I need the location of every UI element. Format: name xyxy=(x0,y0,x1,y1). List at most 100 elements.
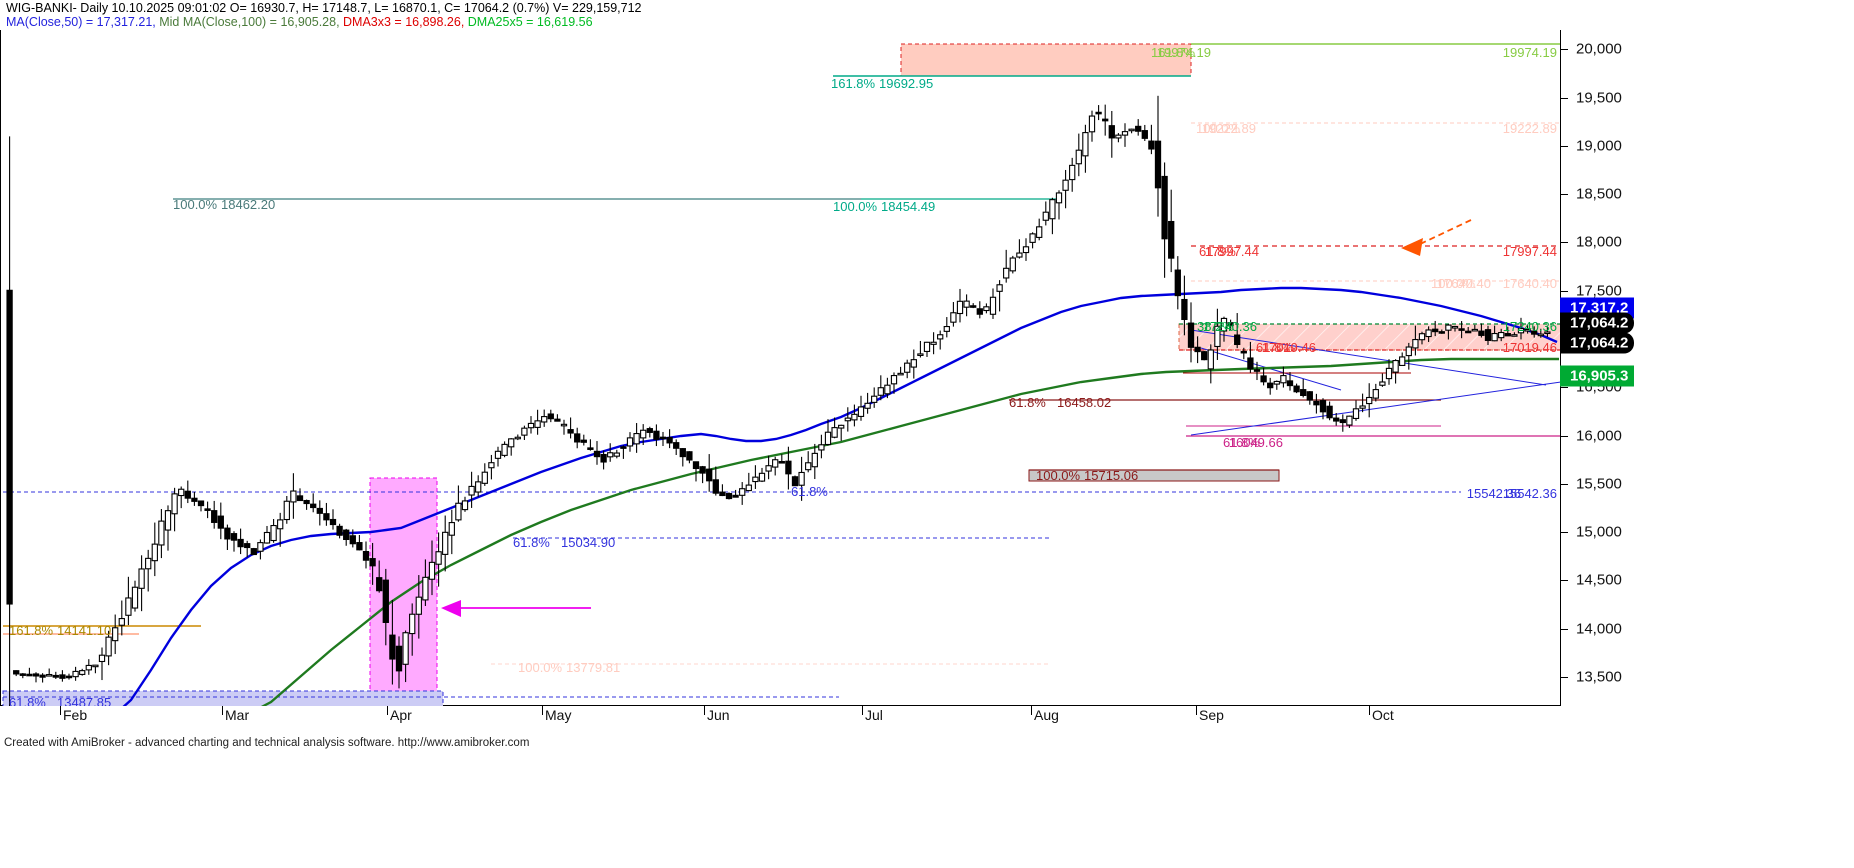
candle-down xyxy=(646,428,653,433)
candle-up xyxy=(917,353,924,356)
candle-up xyxy=(1121,131,1129,136)
candle-up xyxy=(1062,179,1069,191)
fib-value-label-a12: 15715.06 xyxy=(1084,468,1138,483)
candle-down xyxy=(1465,330,1472,334)
ma50-legend: MA(Close,50) = 17,317.21, xyxy=(6,15,156,29)
candle-down xyxy=(296,495,304,502)
candle-down xyxy=(217,515,224,529)
candle-up xyxy=(626,437,634,447)
candle-down xyxy=(1194,346,1201,353)
quote-summary: WIG-BANKI- Daily 10.10.2025 09:01:02 O= … xyxy=(6,1,642,15)
candle-up xyxy=(158,520,165,546)
candle-down xyxy=(1333,417,1340,422)
mid-ma100-legend: Mid MA(Close,100) = 16,905.28, xyxy=(159,15,340,29)
candle-up xyxy=(475,481,482,493)
candle-up xyxy=(1412,339,1419,349)
candle-up xyxy=(527,422,535,429)
date-axis[interactable]: Feb Mar Apr May Jun Jul Aug Sep Oct xyxy=(0,706,1560,730)
candle-down xyxy=(1300,389,1307,396)
candle-down xyxy=(732,494,739,498)
candle-down xyxy=(197,500,205,507)
fib-pct-label-a09: 61.8% xyxy=(1256,340,1293,355)
candle-down xyxy=(580,439,587,443)
candle-up xyxy=(739,488,746,496)
close-price-marker-b[interactable]: 17,064.2 xyxy=(1560,332,1635,354)
candle-up xyxy=(98,654,106,663)
candle-up xyxy=(171,493,178,515)
candle-up xyxy=(1022,246,1030,254)
candle-up xyxy=(818,444,825,451)
candle-up xyxy=(105,636,112,657)
fib-value-label-a08: 17240.36 xyxy=(1203,319,1257,334)
candle-down xyxy=(1102,118,1109,122)
x-axis-label: Feb xyxy=(63,707,88,723)
candle-up xyxy=(118,618,125,626)
axis-value-label-3: 17640.40 xyxy=(1503,276,1557,291)
midma-price-marker[interactable]: 16,905.3 xyxy=(1560,365,1635,387)
fib-zone-bottom xyxy=(2,690,444,706)
candle-up xyxy=(877,387,884,396)
fib-pct-label-a07: 100.0% xyxy=(1431,276,1476,291)
y-axis-label: 17,500 xyxy=(1576,282,1622,300)
candle-down xyxy=(1306,391,1313,401)
candle-up xyxy=(805,462,812,471)
candle-down xyxy=(1438,331,1445,334)
candle-down xyxy=(970,305,977,308)
fib-pct-label-a04: 100.0% xyxy=(173,197,218,212)
price-axis[interactable]: 20,000 19,500 19,000 18,500 18,000 17,500 17,0… xyxy=(1560,30,1854,706)
candle-down xyxy=(976,308,983,315)
candle-up xyxy=(508,438,515,448)
fib-pct-label-a15: 61.8% xyxy=(513,535,550,550)
chart-header: WIG-BANKI- Daily 10.10.2025 09:01:02 O= … xyxy=(0,0,1854,30)
candle-down xyxy=(1253,369,1261,372)
x-axis-label: Jul xyxy=(865,707,883,723)
candle-down xyxy=(343,529,350,541)
candle-down xyxy=(316,507,323,514)
y-axis-tick xyxy=(1560,194,1568,196)
candle-up xyxy=(468,485,475,496)
candle-up xyxy=(428,561,436,580)
candle-down xyxy=(184,490,191,499)
y-axis-tick xyxy=(1560,677,1568,679)
x-axis-tick xyxy=(387,706,388,715)
price-chart-panel[interactable]: 161.8% 19974.19 161.8% 19692.95 100.0% 19222.… xyxy=(0,30,1561,706)
candle-down xyxy=(1326,405,1333,419)
x-axis-label: Oct xyxy=(1372,707,1394,723)
candle-up xyxy=(481,471,488,484)
candle-up xyxy=(640,429,647,439)
candle-up xyxy=(1042,211,1049,221)
axis-value-label-5: 17019.46 xyxy=(1503,340,1557,355)
candle-down xyxy=(1240,350,1247,354)
candle-up xyxy=(488,462,495,469)
candle-up xyxy=(864,402,871,409)
candle-down xyxy=(32,673,40,677)
fib-value-label-a02: 19692.95 xyxy=(879,76,933,91)
fib-pct-label-a02: 161.8% xyxy=(831,76,876,91)
candle-up xyxy=(937,334,944,340)
close-price-marker-a[interactable]: 17,064.2 xyxy=(1560,312,1635,334)
candle-down xyxy=(191,497,198,502)
fib-pct-label-a11: 61.8% xyxy=(1223,435,1260,450)
candle-down xyxy=(1181,298,1188,321)
x-axis-tick xyxy=(542,706,543,715)
candle-down xyxy=(336,525,343,536)
candle-down xyxy=(620,446,627,449)
candle-up xyxy=(910,359,917,368)
candle-up xyxy=(1524,328,1531,332)
candle-up xyxy=(1055,192,1063,204)
candle-down xyxy=(673,442,680,449)
candle-down xyxy=(395,645,403,672)
candle-down xyxy=(329,518,337,526)
y-axis-tick xyxy=(1560,145,1568,147)
candle-down xyxy=(1267,382,1274,389)
candle-up xyxy=(514,436,521,440)
candle-down xyxy=(211,510,218,523)
candle-down xyxy=(666,436,673,444)
candle-up xyxy=(1445,324,1452,331)
candle-up xyxy=(125,597,132,616)
candle-up xyxy=(415,596,422,615)
candle-down xyxy=(1319,400,1327,413)
candle-up xyxy=(1075,149,1082,165)
